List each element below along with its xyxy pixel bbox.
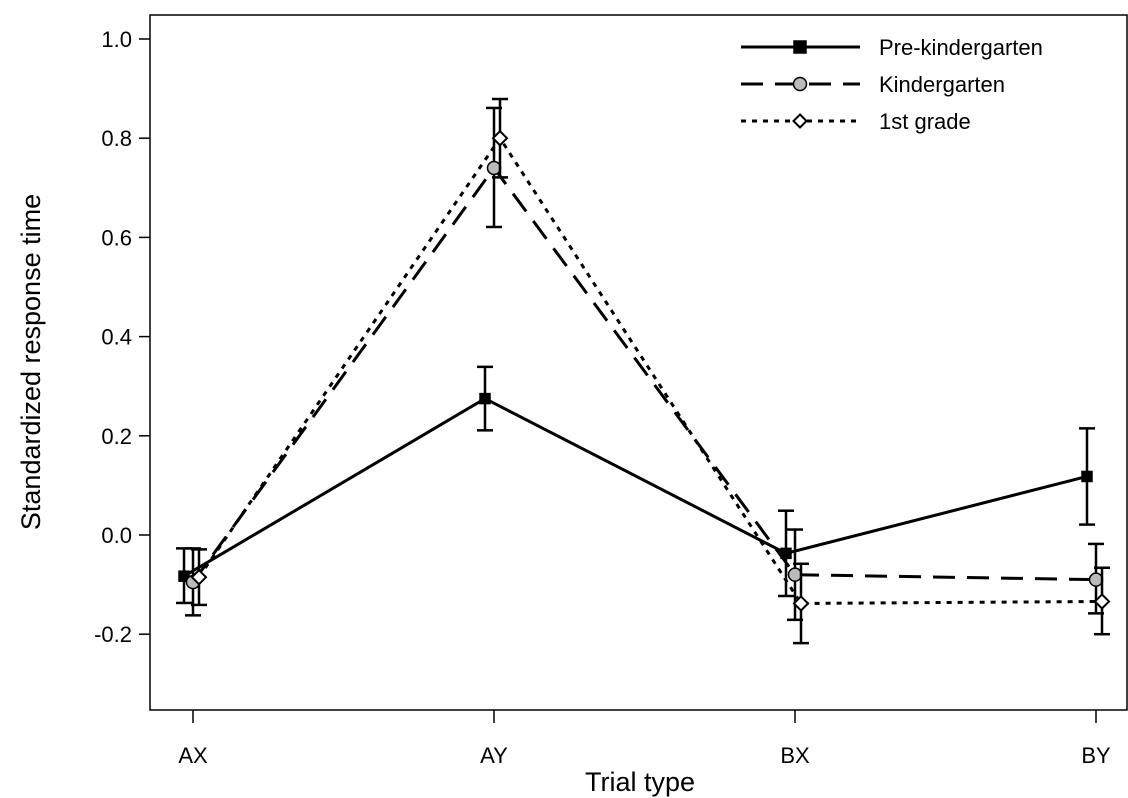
series-1 <box>176 365 1095 605</box>
y-tick-label: 1.0 <box>101 27 132 52</box>
plot-frame <box>149 14 1128 711</box>
legend-label: 1st grade <box>879 109 971 134</box>
x-axis-ticks: AX AY BX BY <box>178 710 1111 768</box>
legend-marker <box>792 76 808 92</box>
data-point <box>190 568 208 586</box>
series-2 <box>185 106 1104 622</box>
data-point <box>491 129 509 147</box>
legend-marker <box>793 40 807 54</box>
y-tick-label: 0.6 <box>101 225 132 250</box>
y-tick-label: 0.2 <box>101 424 132 449</box>
data-point <box>787 567 803 582</box>
data-point <box>486 160 502 176</box>
x-axis-title: Trial type <box>585 767 695 797</box>
data-point <box>1093 593 1111 610</box>
legend-label: Kindergarten <box>879 72 1005 97</box>
y-tick-label: -0.2 <box>94 622 132 647</box>
legend-label: Pre-kindergarten <box>879 35 1043 60</box>
data-point <box>479 392 491 405</box>
data-point <box>792 595 810 612</box>
data-point <box>1081 470 1093 483</box>
y-tick-label: 0.8 <box>101 126 132 151</box>
series-line <box>191 165 1097 584</box>
y-axis-ticks: -0.2 0.0 0.2 0.4 0.6 0.8 1.0 <box>94 27 150 647</box>
x-tick-label: BX <box>780 743 810 768</box>
x-tick-label: BY <box>1081 743 1111 768</box>
legend-marker <box>792 113 808 129</box>
y-tick-label: 0.0 <box>101 523 132 548</box>
y-tick-label: 0.4 <box>101 325 132 350</box>
data-point <box>1088 572 1104 587</box>
x-tick-label: AX <box>178 743 208 768</box>
series-line <box>197 135 1103 605</box>
series-group <box>176 97 1111 645</box>
legend: Pre-kindergarten Kindergarten 1st grade <box>741 35 1043 134</box>
series-line <box>183 396 1088 578</box>
y-axis-title: Standardized response time <box>16 194 46 530</box>
x-tick-label: AY <box>480 743 508 768</box>
series-3 <box>190 97 1111 645</box>
